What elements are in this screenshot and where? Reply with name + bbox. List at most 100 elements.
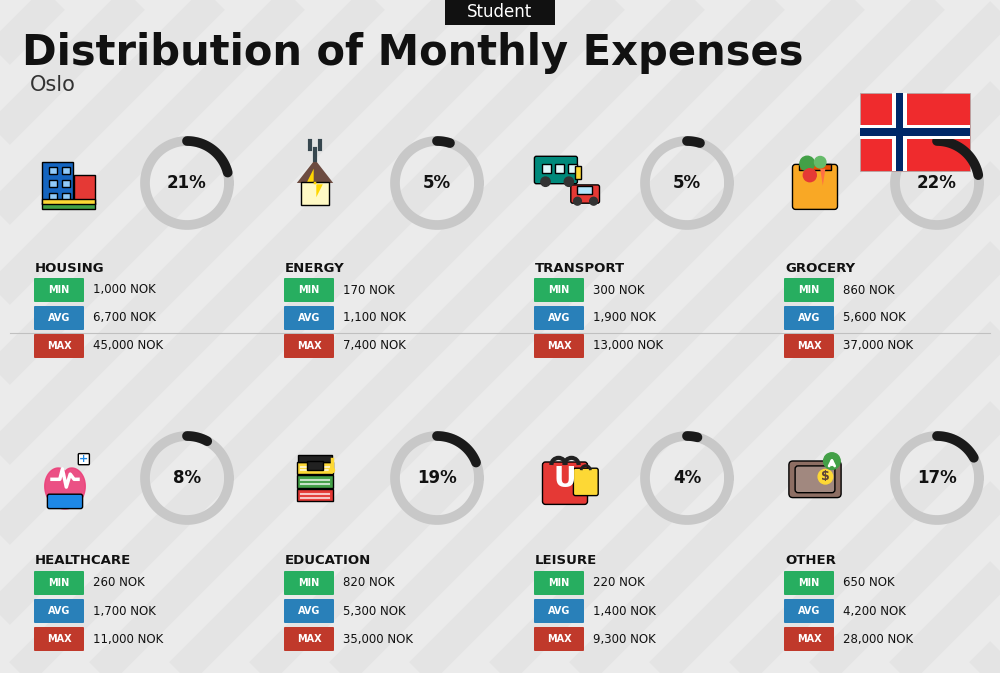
Text: $: $ [821,470,830,483]
FancyBboxPatch shape [534,334,584,358]
Circle shape [803,169,816,182]
Text: MIN: MIN [298,285,320,295]
FancyBboxPatch shape [34,599,84,623]
FancyBboxPatch shape [297,462,333,474]
FancyBboxPatch shape [573,468,598,495]
FancyBboxPatch shape [534,599,584,623]
Text: GROCERY: GROCERY [785,262,855,275]
Text: U: U [554,465,576,493]
Text: AVG: AVG [798,313,820,323]
FancyBboxPatch shape [896,93,903,171]
FancyBboxPatch shape [307,461,323,470]
Text: Distribution of Monthly Expenses: Distribution of Monthly Expenses [22,32,804,74]
Circle shape [800,156,814,171]
FancyBboxPatch shape [799,164,831,170]
Text: MIN: MIN [548,285,570,295]
Text: 9,300 NOK: 9,300 NOK [593,633,656,645]
FancyBboxPatch shape [34,278,84,302]
Text: 860 NOK: 860 NOK [843,283,895,297]
Text: MAX: MAX [797,341,821,351]
Text: 300 NOK: 300 NOK [593,283,644,297]
FancyBboxPatch shape [792,164,838,209]
FancyBboxPatch shape [62,180,70,187]
Text: OTHER: OTHER [785,555,836,567]
FancyBboxPatch shape [284,571,334,595]
Circle shape [541,177,550,186]
FancyBboxPatch shape [784,599,834,623]
FancyBboxPatch shape [34,627,84,651]
Text: 37,000 NOK: 37,000 NOK [843,339,913,353]
Text: TRANSPORT: TRANSPORT [535,262,625,275]
Circle shape [818,470,833,484]
Text: 1,000 NOK: 1,000 NOK [93,283,156,297]
Text: MAX: MAX [297,634,321,644]
Text: MAX: MAX [547,634,571,644]
Text: 4,200 NOK: 4,200 NOK [843,604,906,618]
Text: MIN: MIN [798,285,820,295]
FancyBboxPatch shape [534,278,584,302]
FancyBboxPatch shape [49,180,57,187]
Text: 5,300 NOK: 5,300 NOK [343,604,406,618]
FancyBboxPatch shape [784,306,834,330]
FancyBboxPatch shape [47,494,83,509]
Text: AVG: AVG [298,606,320,616]
FancyBboxPatch shape [74,175,95,204]
Text: AVG: AVG [548,313,570,323]
Text: HOUSING: HOUSING [35,262,105,275]
FancyBboxPatch shape [784,334,834,358]
Text: ENERGY: ENERGY [285,262,345,275]
Polygon shape [820,169,825,186]
FancyBboxPatch shape [534,627,584,651]
FancyBboxPatch shape [34,571,84,595]
Text: 1,900 NOK: 1,900 NOK [593,312,656,324]
Text: AVG: AVG [48,606,70,616]
Text: 8%: 8% [173,469,201,487]
FancyBboxPatch shape [284,627,334,651]
Text: 6,700 NOK: 6,700 NOK [93,312,156,324]
FancyBboxPatch shape [860,129,970,135]
FancyBboxPatch shape [62,167,70,174]
Text: LEISURE: LEISURE [535,555,597,567]
Text: 1,700 NOK: 1,700 NOK [93,604,156,618]
Text: 21%: 21% [167,174,207,192]
Text: 650 NOK: 650 NOK [843,577,895,590]
FancyBboxPatch shape [577,186,592,194]
Text: 5,600 NOK: 5,600 NOK [843,312,906,324]
Polygon shape [297,160,333,183]
Text: AVG: AVG [48,313,70,323]
FancyBboxPatch shape [301,182,329,205]
FancyBboxPatch shape [542,462,588,504]
Text: 22%: 22% [917,174,957,192]
Text: MAX: MAX [547,341,571,351]
Circle shape [574,197,581,205]
FancyBboxPatch shape [795,466,835,493]
Text: 17%: 17% [917,469,957,487]
Circle shape [564,177,574,186]
Text: 220 NOK: 220 NOK [593,577,645,590]
Circle shape [824,453,840,470]
Text: MIN: MIN [48,578,70,588]
FancyBboxPatch shape [534,571,584,595]
Text: 45,000 NOK: 45,000 NOK [93,339,163,353]
FancyBboxPatch shape [784,571,834,595]
FancyBboxPatch shape [445,0,555,25]
Polygon shape [45,468,85,509]
FancyBboxPatch shape [284,306,334,330]
FancyBboxPatch shape [860,125,970,139]
FancyBboxPatch shape [49,167,57,174]
FancyBboxPatch shape [534,156,577,184]
Text: EDUCATION: EDUCATION [285,555,371,567]
Text: MAX: MAX [797,634,821,644]
FancyBboxPatch shape [42,203,95,209]
Text: 7,400 NOK: 7,400 NOK [343,339,406,353]
Text: 5%: 5% [673,174,701,192]
FancyBboxPatch shape [42,199,95,204]
Text: Oslo: Oslo [30,75,76,95]
Text: MAX: MAX [47,341,71,351]
FancyBboxPatch shape [534,306,584,330]
Text: 820 NOK: 820 NOK [343,577,395,590]
FancyBboxPatch shape [860,93,970,171]
FancyBboxPatch shape [297,475,333,488]
FancyBboxPatch shape [784,627,834,651]
Circle shape [590,197,598,205]
